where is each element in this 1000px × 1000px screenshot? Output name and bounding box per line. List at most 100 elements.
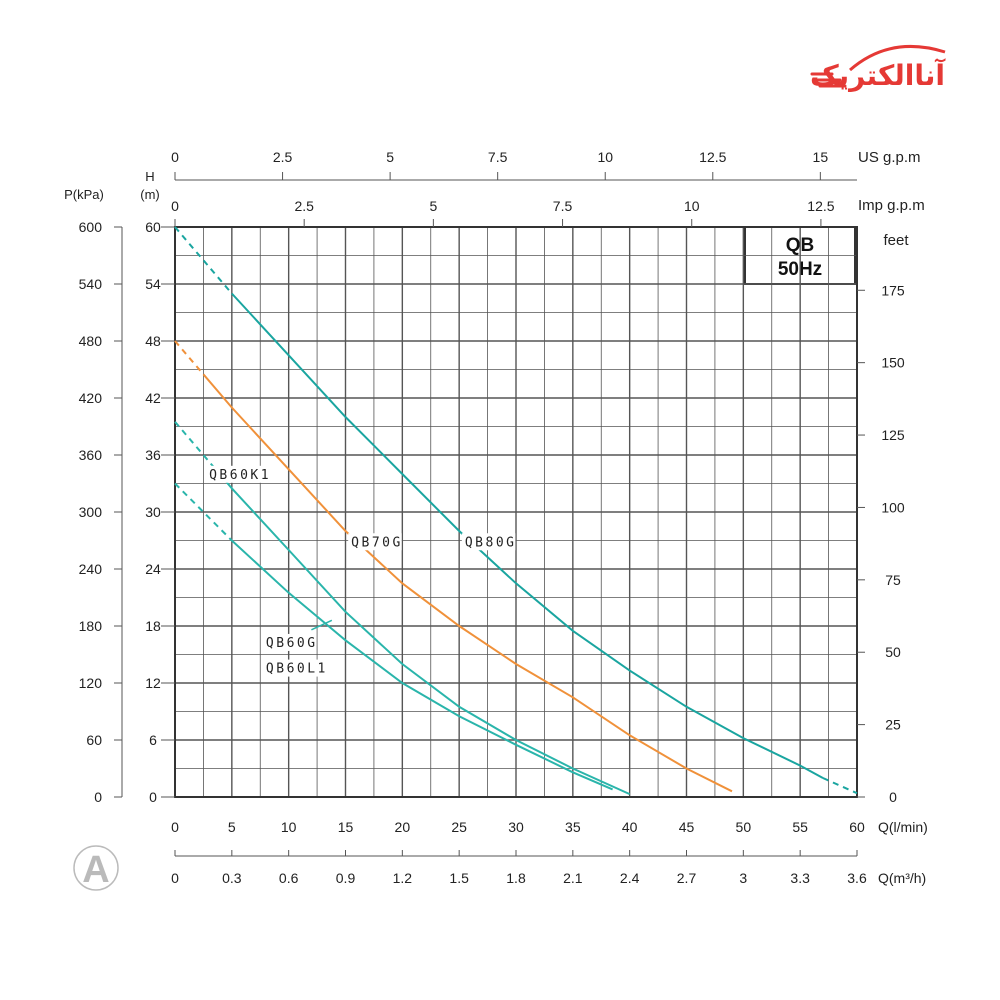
x-us-gpm-tick-label: 12.5 xyxy=(699,149,726,165)
series-qb60k1-line xyxy=(219,474,631,796)
curve-labels: QB60K1 QB70G QB80G QB60G QB60L1 xyxy=(206,465,517,677)
series xyxy=(174,226,858,796)
y-feet-tick-label: 125 xyxy=(881,427,905,443)
y-head-tick-label: 18 xyxy=(145,618,161,634)
x-axis-flow-lmin-label: Q(l/min) xyxy=(878,819,928,835)
curve-label-qb60l1: QB60L1 xyxy=(266,662,328,677)
x-imp-gpm-tick-label: 12.5 xyxy=(807,198,834,214)
series-qb60g-qb60l1-dashed-start xyxy=(174,482,233,542)
series-qb80g-dashed-start xyxy=(174,226,233,295)
x-m3h-tick-label: 0 xyxy=(171,870,179,886)
curve-label-bg xyxy=(262,659,326,677)
y-pressure-tick-label: 300 xyxy=(79,504,103,520)
ar-monogram-icon: A xyxy=(73,845,119,891)
x-lmin-tick-label: 50 xyxy=(736,819,752,835)
x-axis-us-gpm-label: US g.p.m xyxy=(858,149,921,166)
curve-label-qb70g: QB70G xyxy=(351,535,403,550)
x-m3h-tick-label: 2.7 xyxy=(677,870,697,886)
x-m3h-tick-label: 2.1 xyxy=(563,870,583,886)
y-pressure-tick-label: 600 xyxy=(79,219,103,235)
watermark-letter: A xyxy=(82,849,109,891)
curve-label-bg xyxy=(348,533,402,551)
watermark-ring xyxy=(73,845,119,891)
y-head-tick-label: 12 xyxy=(145,675,161,691)
y-pressure-tick-label: 180 xyxy=(79,618,103,634)
y-pressure-tick-label: 60 xyxy=(86,732,102,748)
series-qb70g-line xyxy=(202,373,733,793)
x-m3h-tick-label: 3.3 xyxy=(790,870,810,886)
x-imp-gpm-tick-label: 7.5 xyxy=(553,198,573,214)
y-pressure-tick-label: 360 xyxy=(79,447,103,463)
y-feet-tick-label: 0 xyxy=(889,789,897,805)
y-pressure-tick-label: 240 xyxy=(79,561,103,577)
y-axis-head-label-line2: (m) xyxy=(140,187,160,202)
x-m3h-tick-label: 3.6 xyxy=(847,870,867,886)
grid xyxy=(174,226,858,798)
x-imp-gpm-tick-label: 0 xyxy=(171,198,179,214)
brand-logo: آناالکتریک xyxy=(810,45,946,92)
y-head-tick-label: 6 xyxy=(149,732,157,748)
x-lmin-tick-label: 55 xyxy=(792,819,808,835)
x-m3h-tick-label: 1.8 xyxy=(506,870,526,886)
curve-label-bg xyxy=(206,465,270,483)
curve-label-qb60g: QB60G xyxy=(266,636,318,651)
curve-label-qb80g: QB80G xyxy=(465,535,517,550)
y-head-tick-label: 48 xyxy=(145,333,161,349)
x-us-gpm-tick-label: 7.5 xyxy=(488,149,508,165)
x-lmin-tick-label: 30 xyxy=(508,819,524,835)
x-m3h-tick-label: 1.5 xyxy=(449,870,469,886)
x-lmin-tick-label: 0 xyxy=(171,819,179,835)
x-m3h-tick-label: 3 xyxy=(739,870,747,886)
y-axis-pressure-label: P(kPa) xyxy=(64,187,104,202)
curve-label-qb60k1: QB60K1 xyxy=(209,468,271,483)
series-qb60g-qb60l1-line xyxy=(231,539,613,791)
y-axis-head-label-line1: H xyxy=(145,169,154,184)
curve-label-bg xyxy=(262,633,317,651)
x-m3h-tick-label: 0.9 xyxy=(336,870,356,886)
x-m3h-tick-label: 1.2 xyxy=(393,870,413,886)
x-us-gpm-tick-label: 5 xyxy=(386,149,394,165)
series-qb70g-dashed-start xyxy=(174,340,205,375)
y-feet-tick-label: 100 xyxy=(881,499,905,515)
axes: 0612182430364248546006012018024030036042… xyxy=(79,149,905,886)
y-feet-tick-label: 75 xyxy=(885,572,901,588)
y-head-tick-label: 30 xyxy=(145,504,161,520)
x-us-gpm-tick-label: 15 xyxy=(813,149,829,165)
y-pressure-tick-label: 420 xyxy=(79,390,103,406)
y-head-tick-label: 24 xyxy=(145,561,161,577)
x-us-gpm-tick-label: 10 xyxy=(597,149,613,165)
y-feet-tick-label: 150 xyxy=(881,355,905,371)
x-lmin-tick-label: 5 xyxy=(228,819,236,835)
y-pressure-tick-label: 0 xyxy=(94,789,102,805)
y-feet-tick-label: 175 xyxy=(881,282,905,298)
qb60g-pointer-line xyxy=(311,619,333,631)
speed-lines-icon xyxy=(810,45,946,88)
y-feet-tick-label: 50 xyxy=(885,644,901,660)
x-m3h-tick-label: 0.3 xyxy=(222,870,242,886)
y-pressure-tick-label: 540 xyxy=(79,276,103,292)
x-lmin-tick-label: 40 xyxy=(622,819,638,835)
x-lmin-tick-label: 60 xyxy=(849,819,865,835)
x-axis-flow-m3h-label: Q(m³/h) xyxy=(878,870,926,886)
x-imp-gpm-tick-label: 2.5 xyxy=(294,198,314,214)
x-imp-gpm-tick-label: 5 xyxy=(429,198,437,214)
curve-label-bg xyxy=(461,533,516,551)
x-us-gpm-tick-label: 2.5 xyxy=(273,149,293,165)
x-imp-gpm-tick-label: 10 xyxy=(684,198,700,214)
y-head-tick-label: 42 xyxy=(145,390,161,406)
series-qb80g-dashed-end xyxy=(822,777,858,795)
x-lmin-tick-label: 25 xyxy=(451,819,467,835)
x-lmin-tick-label: 10 xyxy=(281,819,297,835)
x-us-gpm-tick-label: 0 xyxy=(171,149,179,165)
y-feet-tick-label: 25 xyxy=(885,717,901,733)
series-qb80g-line xyxy=(231,292,824,779)
x-axis-imp-gpm-label: Imp g.p.m xyxy=(858,197,925,214)
logo-text: آناالکتریک xyxy=(810,58,946,92)
x-lmin-tick-label: 20 xyxy=(395,819,411,835)
logo-arc xyxy=(849,45,946,72)
x-lmin-tick-label: 45 xyxy=(679,819,695,835)
y-head-tick-label: 54 xyxy=(145,276,161,292)
y-head-tick-label: 36 xyxy=(145,447,161,463)
x-lmin-tick-label: 15 xyxy=(338,819,354,835)
